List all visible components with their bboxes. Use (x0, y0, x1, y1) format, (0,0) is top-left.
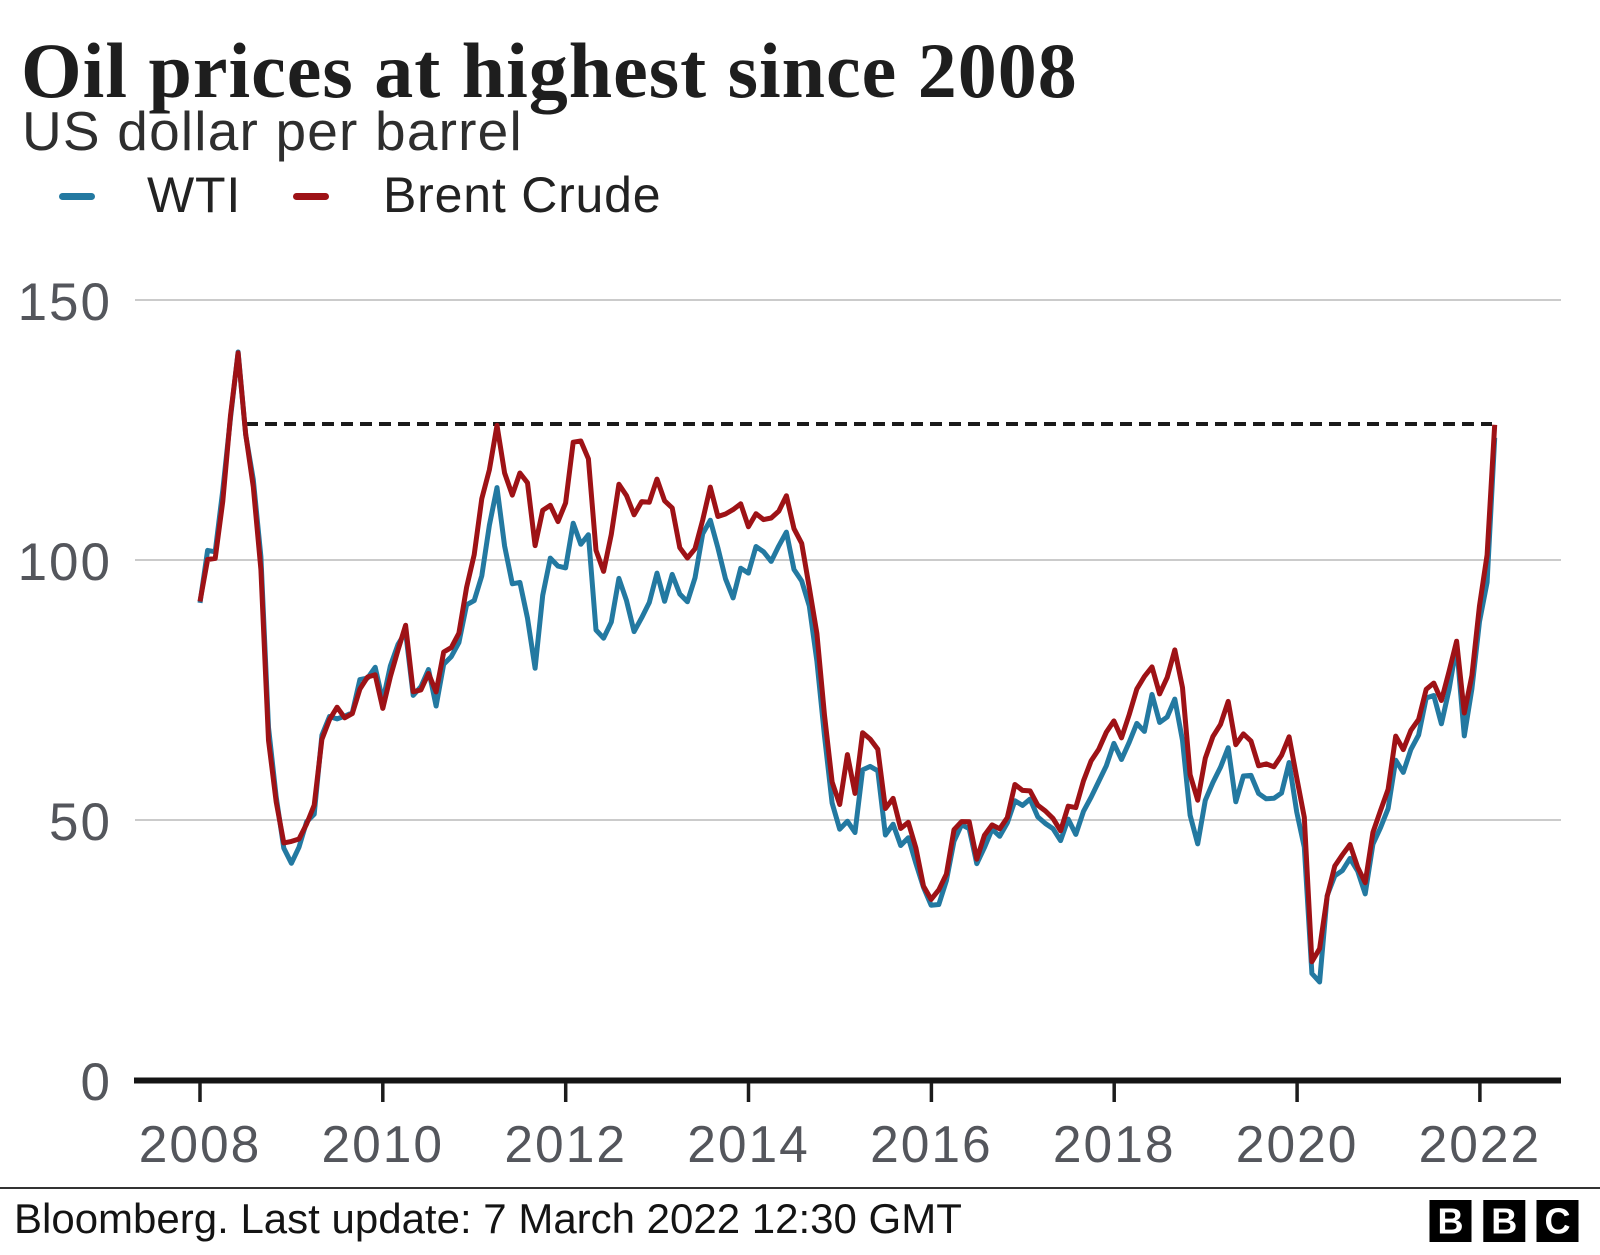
svg-text:2010: 2010 (322, 1115, 445, 1173)
svg-text:US dollar per barrel: US dollar per barrel (22, 100, 523, 162)
svg-text:2012: 2012 (504, 1115, 627, 1173)
svg-text:B: B (1438, 1201, 1464, 1242)
svg-text:2022: 2022 (1419, 1115, 1542, 1173)
svg-text:C: C (1545, 1201, 1571, 1242)
svg-text:150: 150 (18, 273, 112, 332)
svg-text:Brent Crude: Brent Crude (383, 167, 661, 223)
svg-text:Oil prices at highest since 20: Oil prices at highest since 2008 (21, 27, 1078, 114)
svg-text:50: 50 (49, 793, 112, 852)
svg-text:2008: 2008 (139, 1115, 262, 1173)
svg-text:2020: 2020 (1236, 1115, 1359, 1173)
svg-text:Bloomberg. Last update: 7 Marc: Bloomberg. Last update: 7 March 2022 12:… (14, 1195, 962, 1242)
svg-text:100: 100 (18, 533, 112, 592)
svg-text:2018: 2018 (1053, 1115, 1176, 1173)
svg-text:2016: 2016 (870, 1115, 993, 1173)
svg-text:0: 0 (81, 1053, 112, 1112)
svg-text:B: B (1491, 1201, 1517, 1242)
svg-text:WTI: WTI (147, 167, 241, 223)
svg-text:2014: 2014 (687, 1115, 810, 1173)
